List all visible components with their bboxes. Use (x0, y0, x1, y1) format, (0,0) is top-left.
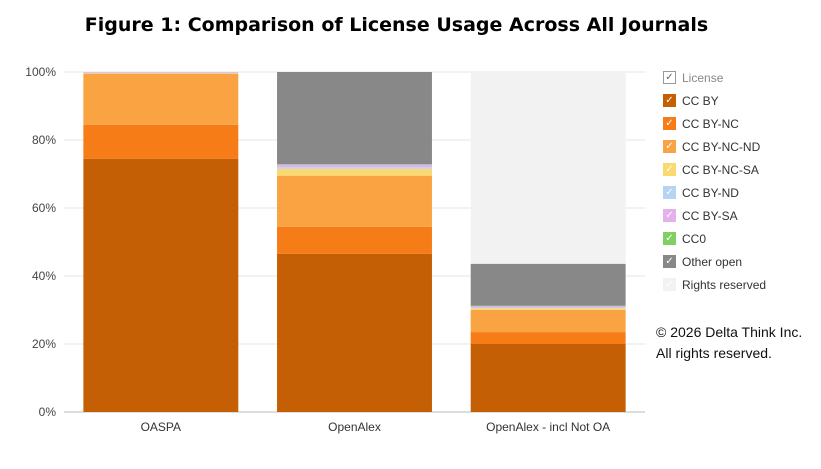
legend: ✓ License ✓ CC BY ✓ CC BY-NC ✓ CC BY-NC-ND ✓ CC… (663, 66, 813, 296)
y-tick-label: 0% (39, 405, 57, 419)
bar-openalex-incl-not-oa-cc-by-nd[interactable] (470, 307, 626, 309)
bar-openalex-cc-by-nc[interactable] (277, 226, 432, 254)
legend-title: License (682, 70, 724, 85)
x-tick-label: OpenAlex - incl Not OA (486, 420, 610, 434)
legend-label: Other open (682, 254, 743, 269)
legend-label: CC BY-NC-ND (682, 139, 761, 154)
legend-checkbox-icon[interactable]: ✓ (663, 163, 676, 176)
x-tick-label: OpenAlex (328, 420, 381, 434)
bar-openalex-cc-by-nc-sa[interactable] (277, 168, 432, 176)
legend-item-cc-by[interactable]: ✓ CC BY (663, 89, 813, 112)
bar-openalex-incl-not-oa-rights-reserved[interactable] (470, 72, 626, 264)
bar-openalex-incl-not-oa-other-open[interactable] (470, 263, 626, 306)
legend-header-checkbox-icon[interactable]: ✓ (663, 71, 676, 84)
legend-label: CC BY (682, 93, 719, 108)
legend-checkbox-icon[interactable]: ✓ (663, 232, 676, 245)
legend-header[interactable]: ✓ License (663, 66, 813, 89)
legend-item-rights-reserved[interactable]: ✓ Rights reserved (663, 273, 813, 296)
bar-oaspa-cc-by-nd[interactable] (83, 72, 239, 74)
legend-item-cc-by-nc-sa[interactable]: ✓ CC BY-NC-SA (663, 158, 813, 181)
bar-openalex-incl-not-oa-cc-by-sa[interactable] (470, 305, 626, 308)
bar-openalex-incl-not-oa-cc-by-nc-sa[interactable] (470, 308, 626, 310)
legend-checkbox-icon[interactable]: ✓ (663, 117, 676, 130)
y-tick-label: 40% (32, 269, 56, 283)
bar-oaspa-cc-by-sa[interactable] (83, 72, 239, 73)
legend-label: CC BY-SA (682, 208, 738, 223)
legend-checkbox-icon[interactable]: ✓ (663, 94, 676, 107)
x-axis-ticks: OASPA OpenAlex OpenAlex - incl Not OA (141, 420, 611, 434)
y-axis-ticks: 0% 20% 40% 60% 80% 100% (25, 65, 56, 419)
legend-item-cc-by-nd[interactable]: ✓ CC BY-ND (663, 181, 813, 204)
chart-title: Figure 1: Comparison of License Usage Ac… (84, 14, 709, 36)
bar-openalex-incl-not-oa-cc-by-nc[interactable] (470, 332, 626, 344)
bars (83, 72, 626, 412)
bar-oaspa-cc-by-nc[interactable] (83, 124, 239, 159)
legend-checkbox-icon[interactable]: ✓ (663, 278, 676, 291)
legend-label: CC0 (682, 231, 707, 246)
legend-label: CC BY-NC (682, 116, 739, 131)
legend-checkbox-icon[interactable]: ✓ (663, 209, 676, 222)
legend-label: Rights reserved (682, 277, 767, 292)
bar-oaspa-cc-by-nc-nd[interactable] (83, 73, 239, 125)
legend-item-cc-by-nc[interactable]: ✓ CC BY-NC (663, 112, 813, 135)
legend-item-cc-by-nc-nd[interactable]: ✓ CC BY-NC-ND (663, 135, 813, 158)
bar-openalex-incl-not-oa-cc0[interactable] (470, 305, 626, 307)
bar-openalex-other-open[interactable] (277, 72, 432, 165)
bar-oaspa-cc-by[interactable] (83, 158, 239, 412)
y-tick-label: 60% (32, 201, 56, 215)
copyright-notice: © 2026 Delta Think Inc. All rights reser… (656, 324, 803, 361)
legend-checkbox-icon[interactable]: ✓ (663, 186, 676, 199)
bar-openalex-cc-by-nd[interactable] (277, 167, 432, 169)
y-tick-label: 20% (32, 337, 56, 351)
legend-item-other-open[interactable]: ✓ Other open (663, 250, 813, 273)
legend-checkbox-icon[interactable]: ✓ (663, 255, 676, 268)
bar-openalex-cc-by-sa[interactable] (277, 164, 432, 168)
legend-label: CC BY-NC-SA (682, 162, 759, 177)
bar-oaspa-cc-by-nc-sa[interactable] (83, 73, 239, 74)
bar-openalex-incl-not-oa-cc-by-nc-nd[interactable] (470, 310, 626, 333)
bar-openalex-incl-not-oa-cc-by[interactable] (470, 344, 626, 412)
y-tick-label: 100% (25, 65, 56, 79)
bar-openalex-cc-by-nc-nd[interactable] (277, 175, 432, 227)
y-tick-label: 80% (32, 133, 56, 147)
bar-openalex-cc-by[interactable] (277, 253, 432, 412)
legend-checkbox-icon[interactable]: ✓ (663, 140, 676, 153)
legend-label: CC BY-ND (682, 185, 739, 200)
legend-item-cc-by-sa[interactable]: ✓ CC BY-SA (663, 204, 813, 227)
bar-openalex-cc0[interactable] (277, 164, 432, 165)
legend-item-cc0[interactable]: ✓ CC0 (663, 227, 813, 250)
x-tick-label: OASPA (141, 420, 181, 434)
